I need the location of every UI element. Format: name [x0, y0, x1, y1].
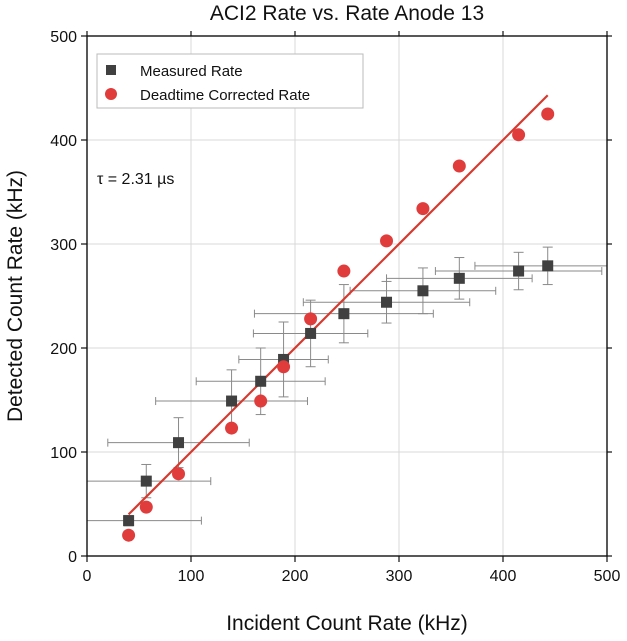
measured-rate-point: [123, 515, 135, 527]
legend-box: [96, 53, 364, 109]
measured-rate-point: [278, 353, 290, 365]
y-tick-label: 500: [50, 29, 77, 46]
measured-rate-point: [305, 327, 317, 339]
ticks: [81, 31, 612, 562]
x-tick-label: 400: [490, 568, 517, 585]
fit-line-group: [127, 94, 549, 516]
measured-rate-point: [226, 395, 238, 407]
y-tick-label: 400: [50, 133, 77, 150]
legend-corrected-marker: [105, 88, 117, 100]
x-tick-label: 0: [83, 568, 92, 585]
legend: Measured Rate Deadtime Corrected Rate: [96, 53, 364, 109]
y-tick-label: 0: [68, 549, 77, 566]
corrected-rate-point: [380, 234, 394, 248]
measured-rate-point: [542, 260, 554, 272]
y-tick-label: 100: [50, 445, 77, 462]
corrected-rate-point: [541, 107, 555, 121]
corrected-rate-point: [122, 528, 136, 542]
corrected-rate-point: [452, 159, 466, 173]
chart-title: ACI2 Rate vs. Rate Anode 13: [210, 2, 484, 25]
measured-rate-point: [381, 296, 393, 308]
corrected-rate-point: [416, 202, 430, 216]
corrected-rate-point: [254, 394, 268, 408]
measured-rate-point: [255, 375, 267, 387]
legend-measured-label: Measured Rate: [140, 63, 243, 80]
y-axis-label: Detected Count Rate (kHz): [4, 170, 27, 422]
corrected-rate-point: [172, 467, 186, 481]
measured-rate-point: [140, 475, 152, 487]
corrected-rate-point: [139, 500, 153, 514]
fit-line: [127, 94, 549, 516]
corrected-rate-point: [225, 421, 239, 435]
corrected-rate-point: [304, 312, 318, 326]
grid: [87, 36, 607, 556]
x-tick-label: 500: [594, 568, 621, 585]
plot-frame: [86, 35, 608, 557]
measured-rate-point: [513, 265, 525, 277]
corrected-rate-point: [277, 360, 291, 374]
tau-annotation: τ = 2.31 µs: [97, 171, 174, 188]
x-axis-label: Incident Count Rate (kHz): [226, 612, 468, 635]
markers: [122, 107, 555, 542]
legend-corrected-label: Deadtime Corrected Rate: [140, 87, 310, 104]
error-bars: [86, 246, 608, 527]
measured-rate-point: [338, 308, 350, 320]
x-tick-label: 100: [178, 568, 205, 585]
measured-rate-point: [173, 437, 185, 449]
measured-rate-point: [453, 272, 465, 284]
x-tick-label: 200: [282, 568, 309, 585]
legend-measured-marker: [106, 65, 116, 75]
y-tick-label: 200: [50, 341, 77, 358]
corrected-rate-point: [512, 128, 526, 142]
measured-rate-point: [417, 285, 429, 297]
tick-labels: 0 100 200 300 400 500 0 100 200 300 400 500: [50, 29, 620, 585]
x-tick-label: 300: [386, 568, 413, 585]
y-tick-label: 300: [50, 237, 77, 254]
corrected-rate-point: [337, 264, 351, 278]
